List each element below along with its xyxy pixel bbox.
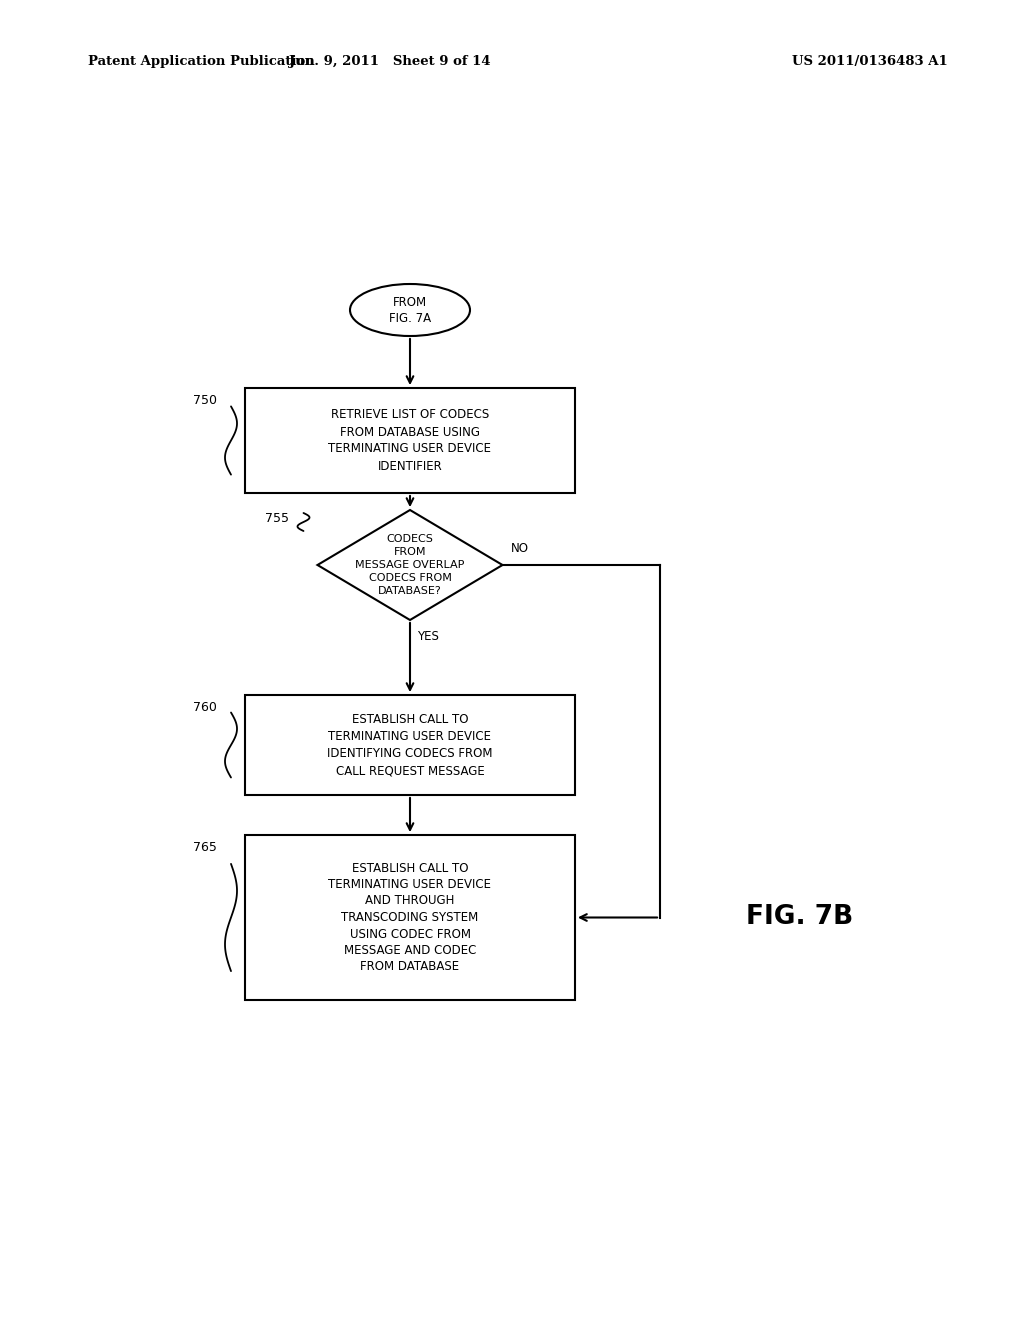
Text: 760: 760 — [194, 701, 217, 714]
Ellipse shape — [350, 284, 470, 337]
Text: US 2011/0136483 A1: US 2011/0136483 A1 — [793, 55, 948, 69]
Text: 755: 755 — [265, 512, 290, 525]
Bar — [245, 836, 575, 1001]
Bar — [245, 696, 575, 795]
Text: 750: 750 — [193, 393, 217, 407]
Text: ESTABLISH CALL TO
TERMINATING USER DEVICE
AND THROUGH
TRANSCODING SYSTEM
USING C: ESTABLISH CALL TO TERMINATING USER DEVIC… — [329, 862, 492, 974]
Bar — [245, 388, 575, 492]
Text: CODECS
FROM
MESSAGE OVERLAP
CODECS FROM
DATABASE?: CODECS FROM MESSAGE OVERLAP CODECS FROM … — [355, 535, 465, 595]
Text: YES: YES — [417, 630, 439, 643]
Text: NO: NO — [511, 543, 528, 554]
Text: 765: 765 — [194, 841, 217, 854]
Text: FIG. 7B: FIG. 7B — [746, 904, 854, 931]
Text: RETRIEVE LIST OF CODECS
FROM DATABASE USING
TERMINATING USER DEVICE
IDENTIFIER: RETRIEVE LIST OF CODECS FROM DATABASE US… — [329, 408, 492, 473]
Text: ESTABLISH CALL TO
TERMINATING USER DEVICE
IDENTIFYING CODECS FROM
CALL REQUEST M: ESTABLISH CALL TO TERMINATING USER DEVIC… — [328, 713, 493, 777]
Text: Patent Application Publication: Patent Application Publication — [88, 55, 314, 69]
Text: Jun. 9, 2011   Sheet 9 of 14: Jun. 9, 2011 Sheet 9 of 14 — [289, 55, 490, 69]
Polygon shape — [317, 510, 503, 620]
Text: FROM
FIG. 7A: FROM FIG. 7A — [389, 296, 431, 325]
